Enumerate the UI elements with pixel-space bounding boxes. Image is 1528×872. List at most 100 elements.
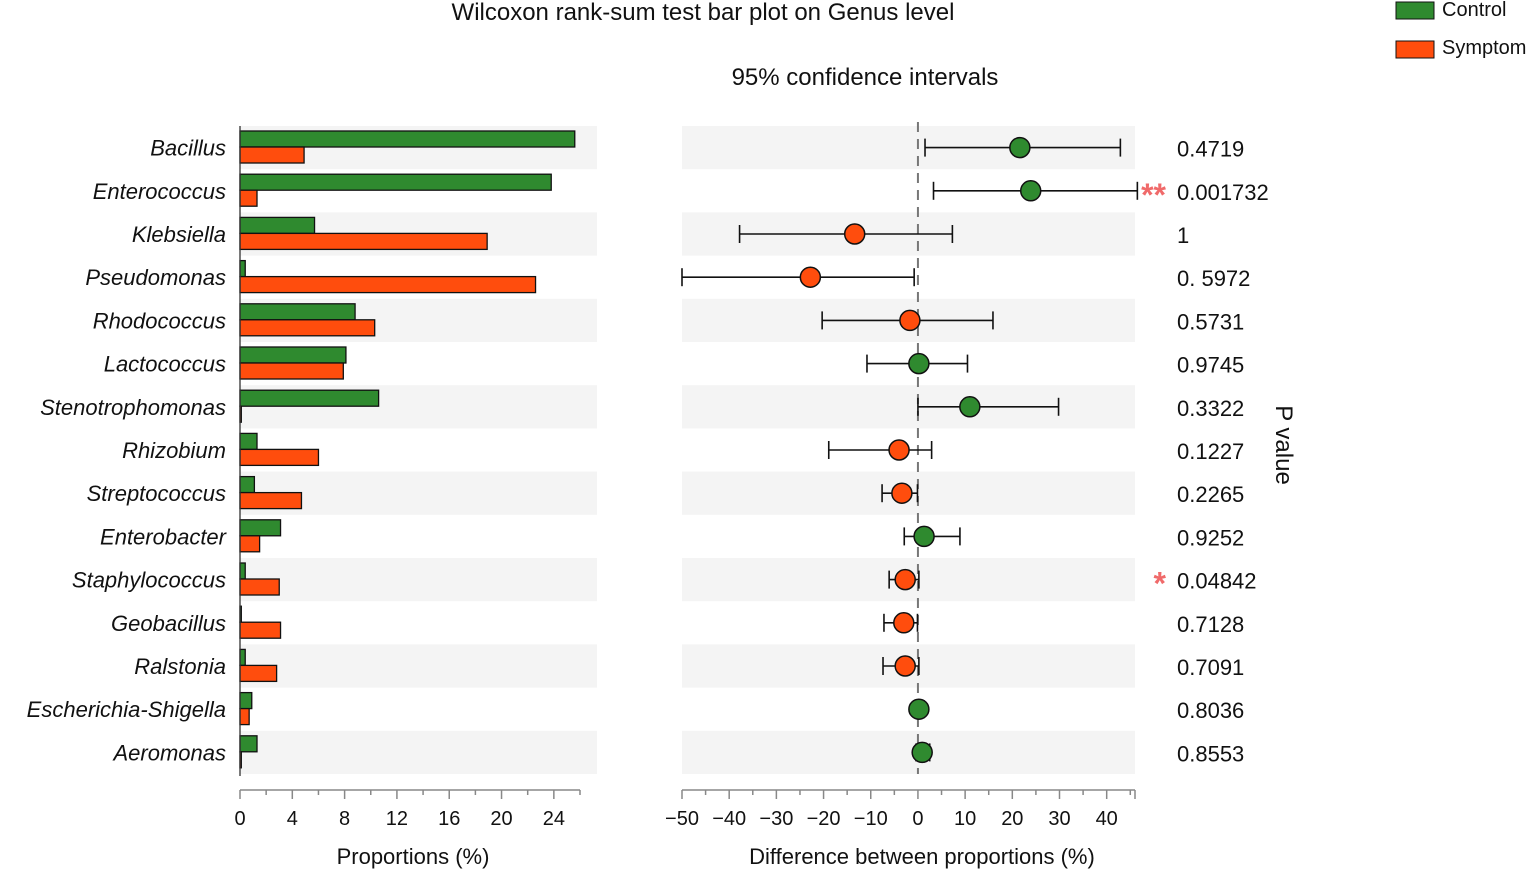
bar-control bbox=[239, 389, 380, 407]
ci-point bbox=[911, 741, 933, 764]
bar-control bbox=[239, 648, 246, 667]
category-label: Escherichia-Shigella bbox=[27, 697, 226, 722]
p-value: 0.2265 bbox=[1177, 482, 1244, 507]
tick-label: 8 bbox=[339, 808, 350, 830]
ci-point bbox=[799, 266, 822, 288]
bar-symptom bbox=[239, 621, 282, 639]
p-value: 0.8553 bbox=[1177, 741, 1244, 766]
proportions-axis-label: Proportions (%) bbox=[337, 844, 490, 869]
ci-point bbox=[843, 223, 866, 245]
tick-label: −30 bbox=[759, 808, 793, 830]
bar-symptom bbox=[239, 362, 344, 380]
bar-symptom bbox=[239, 707, 250, 726]
tick-label: 4 bbox=[287, 808, 298, 830]
p-value: 0.7091 bbox=[1177, 655, 1244, 680]
legend: Control Symptom bbox=[1395, 0, 1526, 59]
category-label: Ralstonia bbox=[134, 654, 226, 679]
bar-symptom bbox=[239, 448, 320, 467]
category-label: Enterobacter bbox=[100, 524, 228, 549]
bar-symptom bbox=[239, 275, 537, 294]
p-value: 0.3322 bbox=[1177, 396, 1244, 421]
tick-label: −10 bbox=[854, 808, 888, 830]
tick-label: 40 bbox=[1096, 808, 1118, 830]
bar-control bbox=[239, 346, 347, 364]
p-value: 0.8036 bbox=[1177, 698, 1244, 723]
stripe-left bbox=[240, 558, 597, 602]
bar-control bbox=[239, 519, 282, 537]
proportions-axis: 0 4 8 12 16 20 24 bbox=[234, 126, 581, 830]
bar-symptom bbox=[239, 578, 280, 596]
ci-point bbox=[891, 482, 913, 504]
stripe-right bbox=[682, 730, 1135, 774]
tick-label: 10 bbox=[954, 808, 976, 830]
tick-label: −40 bbox=[712, 808, 746, 830]
significance-star: ** bbox=[1141, 177, 1166, 213]
bar-control bbox=[239, 303, 356, 321]
bar-control bbox=[239, 475, 256, 494]
category-label: Lactococcus bbox=[104, 352, 226, 377]
category-label: Streptococcus bbox=[87, 481, 226, 506]
category-label: Pseudomonas bbox=[85, 265, 226, 290]
legend-label-control: Control bbox=[1442, 0, 1506, 21]
confidence-intervals bbox=[681, 122, 1139, 774]
ci-point bbox=[893, 612, 915, 634]
tick-label: −50 bbox=[665, 808, 699, 830]
bar-symptom bbox=[239, 664, 278, 683]
difference-axis-label: Difference between proportions (%) bbox=[749, 844, 1095, 869]
tick-label: −20 bbox=[807, 808, 841, 830]
legend-swatch-symptom bbox=[1395, 40, 1435, 59]
ci-point bbox=[913, 525, 935, 548]
p-value: 0. 5972 bbox=[1177, 266, 1250, 291]
category-label: Geobacillus bbox=[111, 611, 226, 636]
tick-label: 0 bbox=[912, 808, 923, 830]
bar-symptom bbox=[239, 319, 376, 337]
p-value: 0.5731 bbox=[1177, 309, 1244, 334]
ci-point bbox=[899, 309, 921, 332]
bar-control bbox=[239, 216, 316, 235]
ci-point bbox=[894, 568, 916, 591]
category-label: Rhizobium bbox=[122, 438, 226, 463]
category-label: Aeromonas bbox=[111, 740, 226, 765]
category-label: Klebsiella bbox=[132, 222, 226, 247]
ci-point bbox=[1009, 136, 1031, 159]
ci-point bbox=[908, 352, 930, 375]
tick-label: 20 bbox=[1001, 808, 1023, 830]
tick-label: 12 bbox=[386, 808, 408, 830]
ci-point bbox=[1019, 180, 1042, 202]
category-label: Bacillus bbox=[150, 136, 226, 161]
legend-swatch-control bbox=[1395, 1, 1435, 20]
tick-label: 30 bbox=[1048, 808, 1070, 830]
category-label: Rhodococcus bbox=[93, 308, 226, 333]
tick-label: 0 bbox=[234, 808, 245, 830]
category-label: Stenotrophomonas bbox=[40, 395, 226, 420]
p-value: 0.7128 bbox=[1177, 612, 1244, 637]
p-value: 0.001732 bbox=[1177, 180, 1269, 205]
ci-title: 95% confidence intervals bbox=[732, 64, 999, 91]
stripe-left bbox=[240, 730, 597, 774]
bar-control bbox=[239, 432, 258, 451]
bar-control bbox=[239, 735, 258, 753]
tick-label: 16 bbox=[438, 808, 460, 830]
ci-point bbox=[959, 396, 981, 418]
difference-axis: −50 −40 −30 −20 −10 0 10 20 30 40 bbox=[665, 789, 1136, 830]
tick-label: 20 bbox=[490, 808, 512, 830]
tick-label: 24 bbox=[543, 808, 565, 830]
p-value: 0.9745 bbox=[1177, 353, 1244, 378]
p-value: 1 bbox=[1177, 223, 1189, 248]
significance-markers: *** bbox=[1141, 177, 1166, 602]
bar-control bbox=[239, 173, 552, 191]
ci-point bbox=[894, 655, 916, 677]
legend-label-symptom: Symptom bbox=[1442, 37, 1526, 59]
significance-star: * bbox=[1154, 566, 1167, 602]
bar-control bbox=[239, 130, 576, 148]
bar-control bbox=[239, 259, 246, 278]
p-value-labels: 0.4719 0.001732 1 0. 5972 0.5731 0.9745 0.3322… bbox=[1177, 137, 1269, 767]
bar-control bbox=[239, 562, 246, 580]
stripe-right bbox=[682, 385, 1135, 429]
category-label: Staphylococcus bbox=[72, 568, 226, 593]
ci-point bbox=[908, 698, 930, 720]
p-value: 0.04842 bbox=[1177, 569, 1257, 594]
bar-control bbox=[239, 691, 253, 710]
chart-title: Wilcoxon rank-sum test bar plot on Genus… bbox=[452, 0, 955, 26]
